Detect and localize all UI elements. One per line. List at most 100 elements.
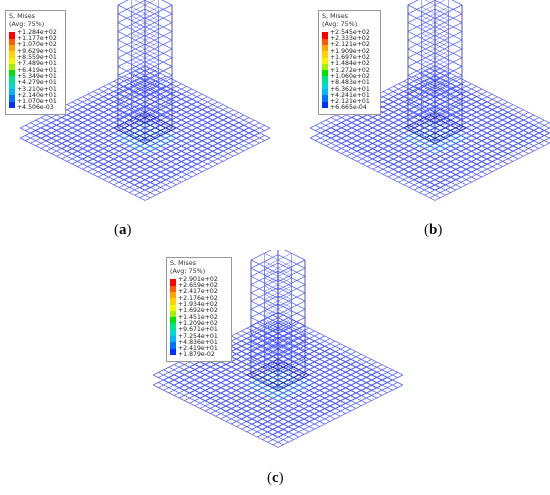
legend-swatch	[170, 279, 176, 286]
slab-gridline	[267, 379, 393, 443]
legend-swatch	[9, 101, 15, 108]
slab-gridline	[320, 122, 446, 186]
slab-gridline	[325, 129, 451, 193]
tower-ring	[264, 335, 292, 350]
legend-swatch	[322, 57, 328, 64]
tower-ring	[264, 294, 292, 309]
legend-swatch	[322, 51, 328, 58]
slab-gridline	[315, 135, 441, 199]
legend-value: +1.209e+02	[178, 319, 218, 327]
slab-gridline	[173, 364, 299, 428]
legend-swatch	[9, 95, 15, 102]
slab-gridline	[310, 127, 436, 191]
legend-value: +6.419e+01	[17, 66, 57, 74]
legend-value: +2.121e+02	[330, 41, 370, 49]
stress-gridline	[408, 135, 441, 152]
tower-ring	[131, 68, 159, 83]
slab-gridline	[310, 137, 436, 201]
slab-gridline	[434, 132, 550, 191]
legend-swatch	[170, 342, 176, 349]
legend-value: +4.279e+01	[17, 79, 57, 87]
slab-gridline	[134, 122, 260, 186]
slab-gridline	[30, 122, 156, 186]
tower-ring	[264, 343, 292, 358]
stress-gridline	[251, 382, 284, 399]
tower-ring	[131, 120, 159, 136]
slab-gridline	[129, 129, 255, 193]
tower-ring	[264, 302, 292, 317]
legend-value: +2.545e+02	[330, 28, 370, 36]
legend-value: +1.272e+02	[330, 66, 370, 74]
slab-gridline	[262, 366, 388, 430]
legend-swatch	[322, 44, 328, 52]
legend-value: +1.697e+02	[330, 54, 370, 62]
legend-value: +1.909e+02	[330, 47, 370, 55]
tower-ring	[264, 326, 292, 341]
legend-value: +7.254e+01	[178, 332, 218, 340]
legend-value: +7.489e+01	[17, 60, 57, 68]
tower-ring	[264, 318, 292, 333]
legend-swatch	[322, 70, 328, 77]
slab-gridline	[40, 117, 166, 181]
legend-title: S, Mises	[170, 259, 196, 267]
legend-value: +4.836e+01	[178, 338, 218, 346]
tower-ring	[161, 0, 173, 6]
slab-gridline	[153, 374, 279, 438]
tower-ring	[421, 120, 449, 136]
tower-ring	[264, 367, 292, 383]
stress-gridline	[403, 127, 436, 144]
slab-gridline	[35, 119, 161, 183]
slab-gridline	[20, 137, 146, 201]
slab-gridline	[325, 119, 451, 183]
tower-ring	[264, 261, 292, 276]
legend-swatch	[170, 291, 176, 299]
stress-gridline	[144, 137, 177, 154]
stress-gridline	[246, 374, 279, 391]
panel-c: S, Mises (Avg: 75%) +2.901e+02 +2.659e+02 +2…	[0, 250, 550, 495]
tower-ring	[421, 59, 449, 74]
legend-swatch	[9, 76, 15, 83]
legend-swatch	[322, 82, 328, 89]
slab-gridline	[424, 132, 550, 196]
slab-gridline	[144, 137, 270, 201]
legend-value: +2.417e+02	[178, 288, 218, 296]
legend-swatch	[170, 348, 176, 355]
legend-swatch	[170, 285, 176, 292]
slab-gridline	[144, 127, 270, 191]
legend-swatch	[9, 51, 15, 58]
panel-b: S, Mises (Avg: 75%) +2.545e+02 +2.333e+02 +2…	[275, 0, 550, 245]
slab-gridline	[272, 382, 398, 446]
legend-swatch	[170, 336, 176, 343]
mesh-model-c	[153, 250, 403, 448]
legend-value: +1.934e+02	[178, 301, 218, 309]
legend-b: S, Mises (Avg: 75%) +2.545e+02 +2.333e+02 +2…	[318, 10, 381, 116]
tower-ring	[264, 310, 292, 325]
slab-gridline	[139, 135, 265, 199]
stress-gridline	[118, 135, 151, 152]
slab-gridline	[419, 129, 545, 193]
legend-swatch	[9, 89, 15, 96]
slab-gridline	[168, 366, 294, 430]
legend-value: +2.901e+02	[178, 275, 218, 283]
tower-ring	[451, 0, 463, 6]
slab-gridline	[424, 122, 550, 186]
legend-value: +1.177e+02	[17, 35, 57, 43]
legend-swatch	[9, 44, 15, 52]
legend-swatch	[322, 76, 328, 83]
legend-value: +6.362e+01	[330, 85, 370, 93]
slab-gridline	[158, 372, 284, 436]
legend-value: +8.559e+01	[17, 54, 57, 62]
legend-swatch	[170, 298, 176, 305]
legend-value: +1.060e+02	[330, 72, 370, 80]
legend-title: S, Mises	[322, 12, 348, 20]
stress-gridline	[113, 137, 146, 154]
slab-gridline	[158, 382, 284, 446]
legend-swatch	[9, 63, 15, 71]
stress-gridline	[277, 384, 310, 401]
slab-gridline	[277, 384, 403, 448]
legend-value: +9.629e+01	[17, 47, 57, 55]
stress-gridline	[246, 384, 279, 401]
slab-gridline	[129, 119, 255, 183]
tower-ring	[264, 252, 292, 268]
legend-swatch	[322, 32, 328, 39]
